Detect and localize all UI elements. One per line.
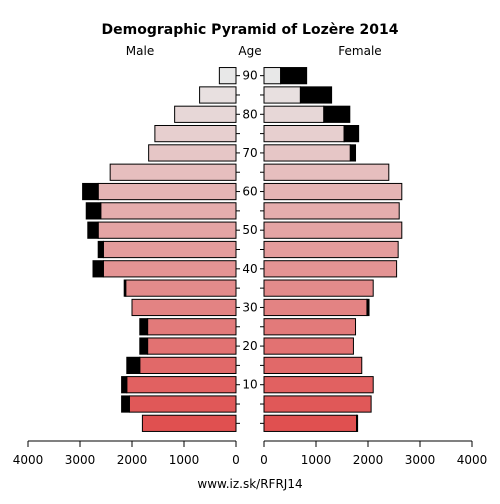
age-tick-label: 20: [242, 339, 257, 353]
female-bar-15-19: [263, 356, 363, 375]
female-bar-25-29: [263, 318, 357, 336]
x-tick-label-female: 1000: [301, 453, 332, 467]
male-excess-10-14: [121, 376, 128, 394]
x-tick-label-male: 2000: [117, 453, 148, 467]
female-bar-90+: [263, 67, 282, 85]
age-tick-label: 60: [242, 185, 257, 199]
age-tick-label: 40: [242, 262, 257, 276]
age-tick-label: 50: [242, 223, 257, 237]
female-bar-70-74: [263, 144, 351, 162]
female-excess-85-89: [299, 86, 333, 104]
x-tick-label-female: 0: [260, 453, 268, 467]
x-tick-label-male: 3000: [65, 453, 96, 467]
male-bar-15-19: [139, 356, 237, 375]
male-excess-5-9: [121, 395, 130, 413]
x-tick-label-female: 3000: [405, 453, 436, 467]
male-excess-20-24: [139, 337, 149, 355]
female-bar-65-69: [263, 163, 390, 181]
age-label: Age: [238, 44, 261, 58]
male-excess-35-39: [123, 279, 127, 297]
age-tick-label: 30: [242, 300, 257, 314]
female-label: Female: [338, 44, 381, 58]
male-excess-40-44: [92, 260, 104, 278]
male-excess-60-64: [82, 182, 99, 201]
x-tick-label-female: 4000: [457, 453, 488, 467]
chart-title: Demographic Pyramid of Lozère 2014: [102, 22, 399, 38]
male-bar-30-34: [131, 298, 237, 317]
male-bar-60-64: [97, 182, 237, 201]
male-excess-50-54: [87, 221, 99, 239]
female-excess-75-79: [343, 124, 360, 143]
female-bar-30-34: [263, 298, 368, 317]
source-footer: www.iz.sk/RFRJ14: [197, 477, 302, 491]
female-bar-60-64: [263, 182, 403, 201]
male-bar-85-89: [199, 86, 237, 104]
age-tick-label: 70: [242, 146, 257, 160]
male-bar-10-14: [126, 376, 237, 394]
age-axis: 90 80 70 60 50 40 30 20 10: [236, 69, 264, 424]
male-bars: [82, 67, 237, 432]
male-bar-20-24: [147, 337, 237, 355]
female-excess-80-84: [323, 105, 351, 123]
male-bar-55-59: [100, 202, 237, 220]
male-bar-5-9: [128, 395, 237, 413]
female-bar-45-49: [263, 240, 399, 259]
male-excess-15-19: [126, 356, 141, 375]
x-tick-label-male: 4000: [13, 453, 44, 467]
male-bar-40-44: [102, 260, 237, 278]
female-bar-75-79: [263, 124, 345, 143]
male-bar-90+: [218, 67, 237, 85]
female-bar-50-54: [263, 221, 403, 239]
male-bar-0-4: [141, 414, 237, 432]
female-excess-0-4: [356, 414, 359, 432]
male-bar-65-69: [109, 163, 237, 181]
female-bar-85-89: [263, 86, 301, 104]
female-bar-35-39: [263, 279, 374, 297]
male-bar-70-74: [148, 144, 237, 162]
age-tick-label: 10: [242, 378, 257, 392]
female-excess-90+: [280, 67, 308, 85]
x-tick-label-male: 1000: [169, 453, 200, 467]
male-bar-45-49: [102, 240, 237, 259]
male-excess-25-29: [139, 318, 149, 336]
female-excess-70-74: [349, 144, 357, 162]
male-excess-45-49: [97, 240, 104, 259]
female-bar-80-84: [263, 105, 325, 123]
female-bar-40-44: [263, 260, 398, 278]
female-excess-30-34: [366, 298, 370, 317]
x-tick-label-male: 0: [232, 453, 240, 467]
female-bar-5-9: [263, 395, 372, 413]
female-bars: [263, 67, 403, 432]
female-bar-10-14: [263, 376, 374, 394]
male-bar-25-29: [147, 318, 237, 336]
male-bar-75-79: [154, 124, 237, 143]
male-label: Male: [126, 44, 154, 58]
age-tick-label: 80: [242, 107, 257, 121]
female-bar-20-24: [263, 337, 354, 355]
male-bar-50-54: [97, 221, 237, 239]
male-excess-55-59: [85, 202, 102, 220]
x-tick-label-female: 2000: [353, 453, 384, 467]
male-bar-35-39: [125, 279, 237, 297]
x-axis: 4000 3000 2000 1000 0 0 1000 2000 3000 4000: [13, 440, 488, 467]
female-bar-55-59: [263, 202, 400, 220]
male-bar-80-84: [174, 105, 237, 123]
female-bar-0-4: [263, 414, 358, 432]
age-tick-label: 90: [242, 69, 257, 83]
